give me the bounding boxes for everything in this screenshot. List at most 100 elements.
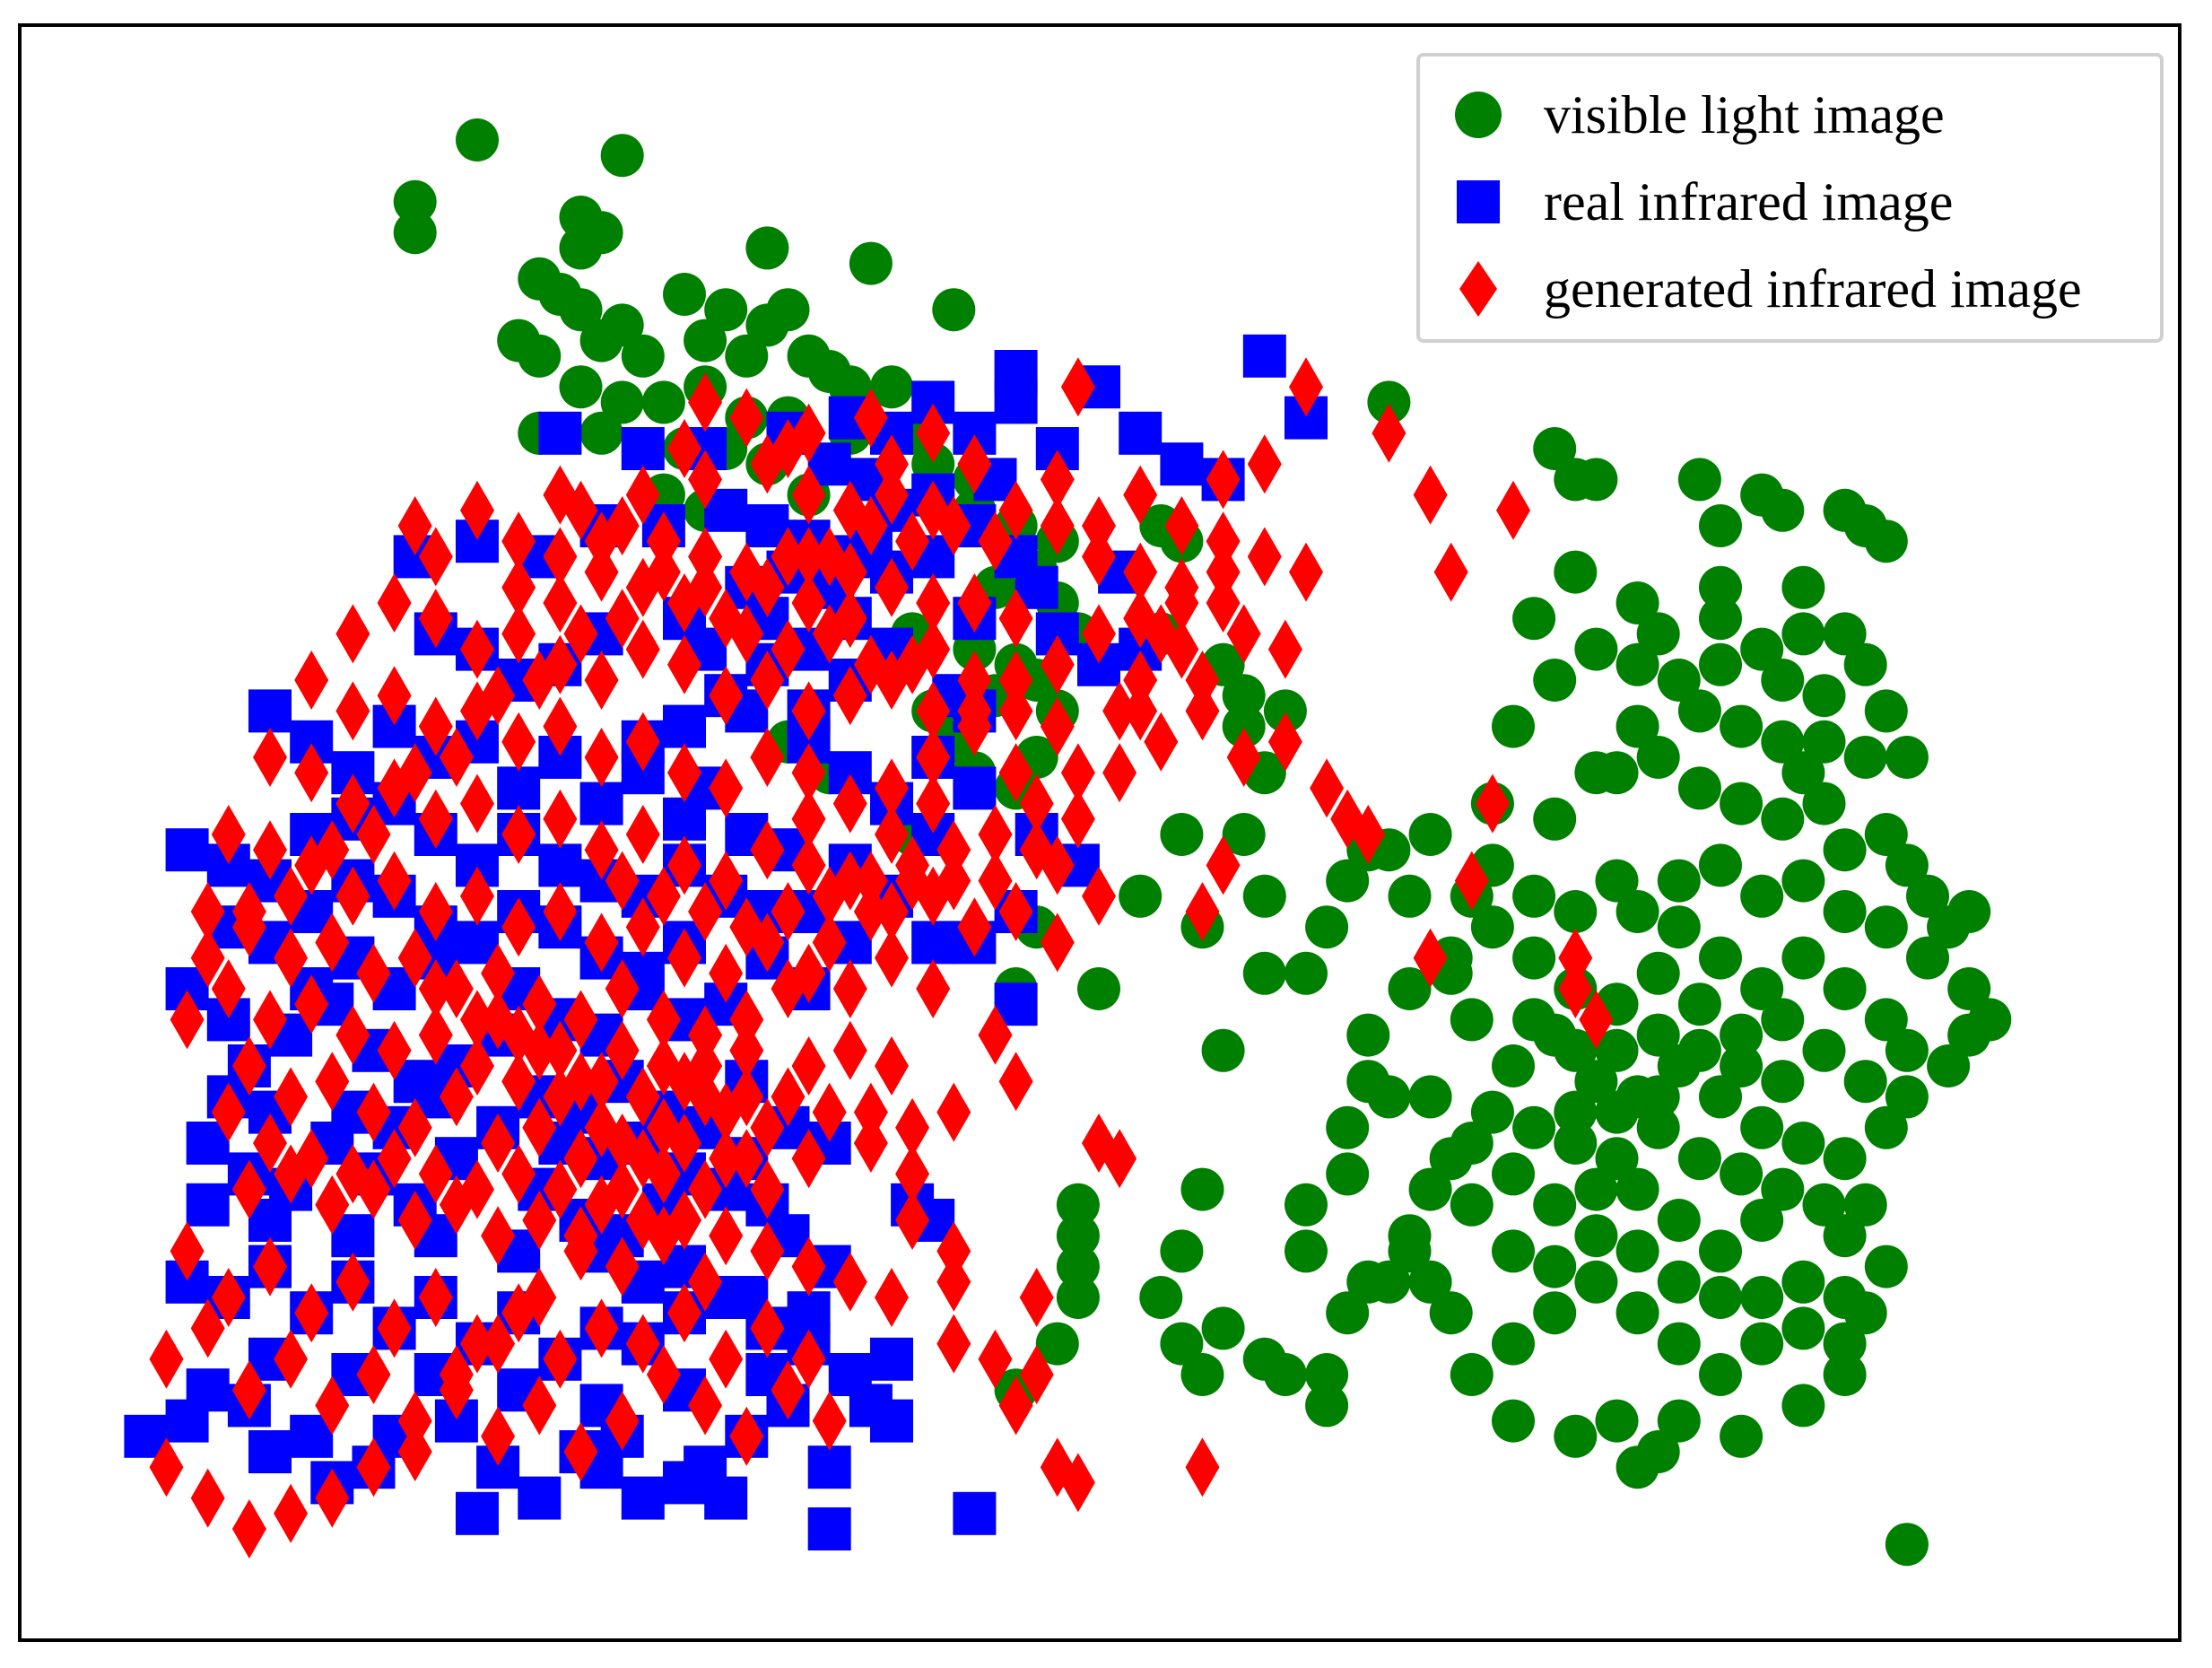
visible-point <box>1492 1044 1535 1087</box>
generated-infrared-point <box>543 1329 578 1389</box>
generated-infrared-point <box>688 882 723 941</box>
visible-point <box>1305 905 1349 949</box>
generated-infrared-point <box>584 1298 619 1358</box>
generated-infrared-point <box>1164 619 1199 679</box>
generated-infrared-point <box>460 773 494 834</box>
visible-point <box>1035 1322 1079 1366</box>
generated-infrared-point <box>1579 990 1614 1050</box>
generated-infrared-point <box>709 943 744 1003</box>
generated-infrared-point <box>853 851 888 911</box>
visible-point <box>1201 1028 1245 1072</box>
visible-point <box>1201 1306 1245 1350</box>
generated-infrared-point <box>1454 851 1489 911</box>
generated-infrared-point <box>1206 835 1241 895</box>
visible-point <box>1781 565 1825 609</box>
visible-point <box>1720 1044 1764 1087</box>
generated-infrared-point <box>397 1191 432 1250</box>
generated-infrared-point <box>998 743 1033 803</box>
visible-point <box>1615 1167 1659 1211</box>
generated-infrared-point <box>729 1129 764 1189</box>
generated-infrared-point <box>750 820 785 880</box>
generated-infrared-point <box>667 1113 701 1173</box>
generated-infrared-point <box>916 619 951 679</box>
generated-infrared-point <box>771 619 806 679</box>
generated-infrared-point <box>439 1175 474 1235</box>
generated-infrared-point <box>294 1129 329 1189</box>
generated-infrared-point <box>625 1129 660 1189</box>
visible-point <box>600 380 644 424</box>
visible-point <box>1429 1137 1473 1181</box>
visible-point <box>1408 1260 1452 1304</box>
visible-point <box>1450 1183 1494 1227</box>
visible-point <box>1180 1167 1224 1211</box>
generated-infrared-point <box>709 758 744 818</box>
generated-infrared-point <box>667 419 701 478</box>
generated-infrared-point <box>998 589 1033 649</box>
generated-infrared-point <box>294 974 329 1035</box>
generated-infrared-point <box>667 835 701 895</box>
generated-infrared-point <box>1040 496 1075 555</box>
generated-infrared-point <box>1144 712 1179 772</box>
visible-point <box>1927 1044 1971 1087</box>
generated-infrared-point <box>1082 496 1116 555</box>
generated-infrared-point <box>1060 357 1095 417</box>
visible-point <box>1740 1322 1784 1366</box>
visible-point <box>1761 1167 1805 1211</box>
visible-point <box>1657 905 1701 949</box>
generated-infrared-point <box>356 1082 391 1142</box>
visible-point <box>1677 458 1721 502</box>
generated-infrared-point <box>832 773 867 834</box>
visible-point <box>1864 689 1908 733</box>
generated-infrared-point <box>231 1499 266 1559</box>
visible-point <box>1802 1183 1846 1227</box>
real-infrared-point <box>807 1507 851 1550</box>
generated-infrared-point <box>605 1236 640 1297</box>
visible-point <box>1554 890 1598 933</box>
green-circle-marker-icon <box>1455 92 1502 138</box>
generated-infrared-point <box>625 805 660 864</box>
generated-infrared-point <box>646 1036 681 1096</box>
generated-infrared-point <box>978 805 1013 864</box>
generated-infrared-point <box>1082 527 1116 587</box>
generated-infrared-point <box>812 604 847 664</box>
real-infrared-point <box>579 782 623 825</box>
visible-point <box>518 334 562 378</box>
visible-point <box>870 365 913 409</box>
visible-point <box>1615 581 1659 624</box>
generated-infrared-point <box>998 681 1033 741</box>
generated-infrared-point <box>791 789 826 849</box>
visible-point <box>1574 1060 1618 1104</box>
generated-infrared-point <box>625 1191 660 1250</box>
generated-infrared-point <box>729 897 764 957</box>
visible-point <box>1657 1199 1701 1242</box>
generated-infrared-point <box>709 851 744 911</box>
visible-point <box>1595 1028 1639 1072</box>
generated-infrared-point <box>149 1437 184 1498</box>
real-infrared-point <box>621 427 665 470</box>
visible-point <box>1139 1276 1183 1319</box>
visible-point <box>1574 1214 1618 1258</box>
visible-point <box>1554 1414 1598 1458</box>
generated-infrared-point <box>377 666 412 726</box>
generated-infrared-point <box>1040 450 1075 510</box>
generated-infrared-point <box>335 604 370 664</box>
generated-infrared-point <box>1123 651 1158 710</box>
visible-point <box>1947 967 1991 1010</box>
generated-infrared-point <box>750 434 785 494</box>
visible-point <box>600 134 644 178</box>
visible-point <box>1492 1322 1535 1366</box>
generated-infrared-point <box>584 728 619 787</box>
generated-infrared-point <box>501 557 536 617</box>
visible-point <box>932 288 976 332</box>
generated-infrared-point <box>853 388 888 448</box>
generated-infrared-point <box>791 681 826 741</box>
visible-point <box>393 179 437 223</box>
generated-infrared-point <box>875 882 909 941</box>
visible-point <box>1864 1105 1908 1149</box>
visible-point <box>1408 1167 1452 1211</box>
visible-point <box>1636 736 1680 779</box>
generated-infrared-point <box>688 450 723 510</box>
visible-point <box>1781 1384 1825 1428</box>
visible-point <box>1740 967 1784 1010</box>
